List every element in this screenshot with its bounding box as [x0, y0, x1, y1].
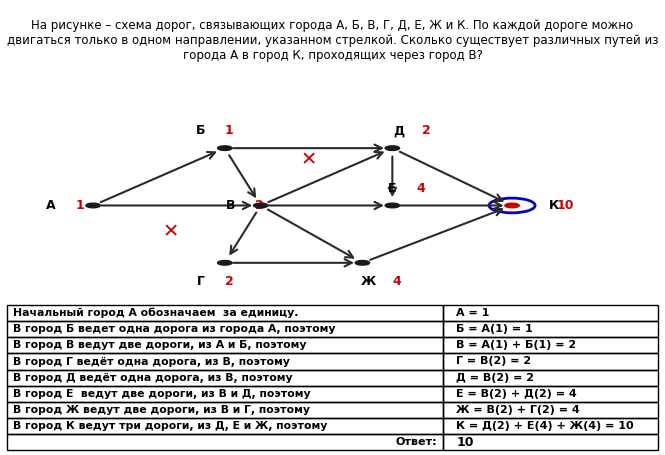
Bar — [444, 321, 658, 337]
Circle shape — [217, 146, 232, 151]
Bar — [7, 402, 444, 418]
Bar — [444, 354, 658, 369]
Text: К = Д(2) + Е(4) + Ж(4) = 10: К = Д(2) + Е(4) + Ж(4) = 10 — [456, 421, 634, 431]
Text: ✕: ✕ — [163, 223, 179, 242]
Text: 1: 1 — [75, 199, 84, 212]
Circle shape — [355, 261, 370, 265]
Bar — [7, 418, 444, 434]
Bar — [444, 402, 658, 418]
Text: В город К ведут три дороги, из Д, Е и Ж, поэтому: В город К ведут три дороги, из Д, Е и Ж,… — [13, 421, 328, 431]
Bar — [7, 321, 444, 337]
Text: В город Г ведёт одна дорога, из В, поэтому: В город Г ведёт одна дорога, из В, поэто… — [13, 356, 290, 367]
Text: 4: 4 — [416, 182, 425, 195]
Text: В город Б ведет одна дорога из города А, поэтому: В город Б ведет одна дорога из города А,… — [13, 324, 336, 334]
Text: 2: 2 — [422, 125, 431, 137]
Text: На рисунке – схема дорог, связывающих города А, Б, В, Г, Д, Е, Ж и К. По каждой : На рисунке – схема дорог, связывающих го… — [7, 19, 658, 62]
Text: 10: 10 — [456, 436, 474, 449]
Text: А: А — [47, 199, 56, 212]
Text: Е = В(2) + Д(2) = 4: Е = В(2) + Д(2) = 4 — [456, 389, 577, 399]
Circle shape — [86, 203, 100, 208]
Bar — [7, 354, 444, 369]
Text: Ж: Ж — [361, 275, 376, 288]
Bar — [444, 434, 658, 450]
Text: 1: 1 — [225, 125, 233, 137]
Text: В город В ведут две дороги, из А и Б, поэтому: В город В ведут две дороги, из А и Б, по… — [13, 340, 307, 350]
Bar — [7, 434, 444, 450]
Text: В: В — [226, 199, 235, 212]
Text: 4: 4 — [392, 275, 401, 288]
Bar — [444, 386, 658, 402]
Bar — [7, 386, 444, 402]
Text: Б: Б — [196, 125, 205, 137]
Text: Начальный город А обозначаем  за единицу.: Начальный город А обозначаем за единицу. — [13, 308, 299, 318]
Bar — [7, 337, 444, 354]
Text: В город Е  ведут две дороги, из В и Д, поэтому: В город Е ведут две дороги, из В и Д, по… — [13, 389, 311, 399]
Text: А = 1: А = 1 — [456, 308, 489, 318]
Text: ✕: ✕ — [301, 150, 317, 169]
Text: В = А(1) + Б(1) = 2: В = А(1) + Б(1) = 2 — [456, 340, 577, 350]
Text: Ж = В(2) + Г(2) = 4: Ж = В(2) + Г(2) = 4 — [456, 405, 580, 415]
Text: Д = В(2) = 2: Д = В(2) = 2 — [456, 373, 534, 383]
Bar — [444, 337, 658, 354]
Bar — [444, 305, 658, 321]
Text: 2: 2 — [225, 275, 233, 288]
Text: В город Д ведёт одна дорога, из В, поэтому: В город Д ведёт одна дорога, из В, поэто… — [13, 373, 293, 383]
Text: Е: Е — [388, 182, 396, 195]
Circle shape — [217, 261, 232, 265]
Text: Б = А(1) = 1: Б = А(1) = 1 — [456, 324, 533, 334]
Text: Г = В(2) = 2: Г = В(2) = 2 — [456, 356, 531, 366]
Text: Д: Д — [393, 125, 404, 137]
Text: 10: 10 — [557, 199, 575, 212]
Bar — [444, 369, 658, 386]
Text: Ответ:: Ответ: — [395, 437, 437, 447]
Circle shape — [253, 203, 268, 208]
Circle shape — [505, 203, 519, 208]
Text: 2: 2 — [255, 199, 263, 212]
Text: К: К — [549, 199, 559, 212]
Bar — [7, 305, 444, 321]
Bar — [7, 369, 444, 386]
Text: Г: Г — [197, 275, 205, 288]
Circle shape — [385, 146, 400, 151]
Bar — [444, 418, 658, 434]
Circle shape — [385, 203, 400, 208]
Text: В город Ж ведут две дороги, из В и Г, поэтому: В город Ж ведут две дороги, из В и Г, по… — [13, 405, 310, 415]
